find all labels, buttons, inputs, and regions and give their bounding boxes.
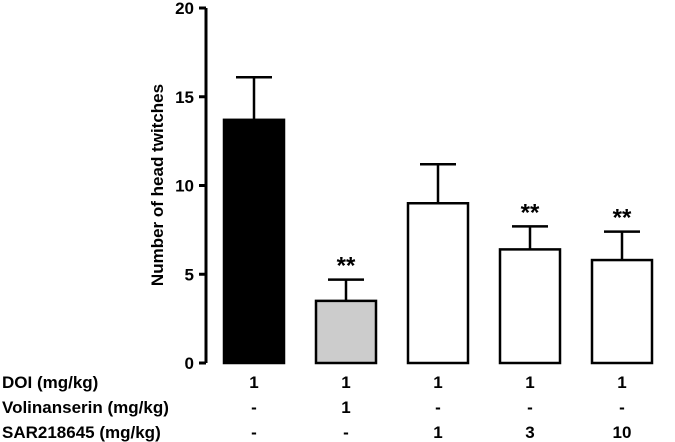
y-tick-label: 10 <box>175 177 194 196</box>
dose-row-label: DOI (mg/kg) <box>2 373 98 392</box>
significance-marker: ** <box>521 199 540 226</box>
dose-value: 1 <box>433 423 442 442</box>
dose-table: DOI (mg/kg) 1 1 1 1 1 Volinanserin (mg/kg) - 1 - -… <box>2 373 631 442</box>
dose-value: - <box>527 398 533 417</box>
dose-value: 1 <box>617 373 626 392</box>
dose-value: - <box>619 398 625 417</box>
y-tick-label: 20 <box>175 0 194 18</box>
dose-value: - <box>435 398 441 417</box>
dose-value: 1 <box>249 373 258 392</box>
dose-value: - <box>251 423 257 442</box>
y-axis: 0 5 10 15 20 <box>175 0 208 373</box>
significance-marker: ** <box>613 205 632 232</box>
dose-value: 10 <box>613 423 632 442</box>
dose-value: 3 <box>525 423 534 442</box>
bar <box>406 202 470 365</box>
dose-value: 1 <box>433 373 442 392</box>
dose-value: - <box>343 423 349 442</box>
dose-row-label: SAR218645 (mg/kg) <box>2 423 161 442</box>
y-tick-label: 15 <box>175 88 194 107</box>
bars: ** ** ** <box>222 75 654 365</box>
dose-value: 1 <box>525 373 534 392</box>
bar <box>498 248 562 365</box>
y-tick-label: 0 <box>185 354 194 373</box>
dose-row-label: Volinanserin (mg/kg) <box>2 398 169 417</box>
dose-value: 1 <box>341 373 350 392</box>
significance-marker: ** <box>337 253 356 280</box>
dose-value: - <box>251 398 257 417</box>
y-tick-label: 5 <box>185 265 194 284</box>
bar <box>222 118 286 365</box>
dose-value: 1 <box>341 398 350 417</box>
y-axis-label: Number of head twitches <box>148 84 167 286</box>
bar <box>314 299 378 365</box>
bar <box>590 258 654 365</box>
